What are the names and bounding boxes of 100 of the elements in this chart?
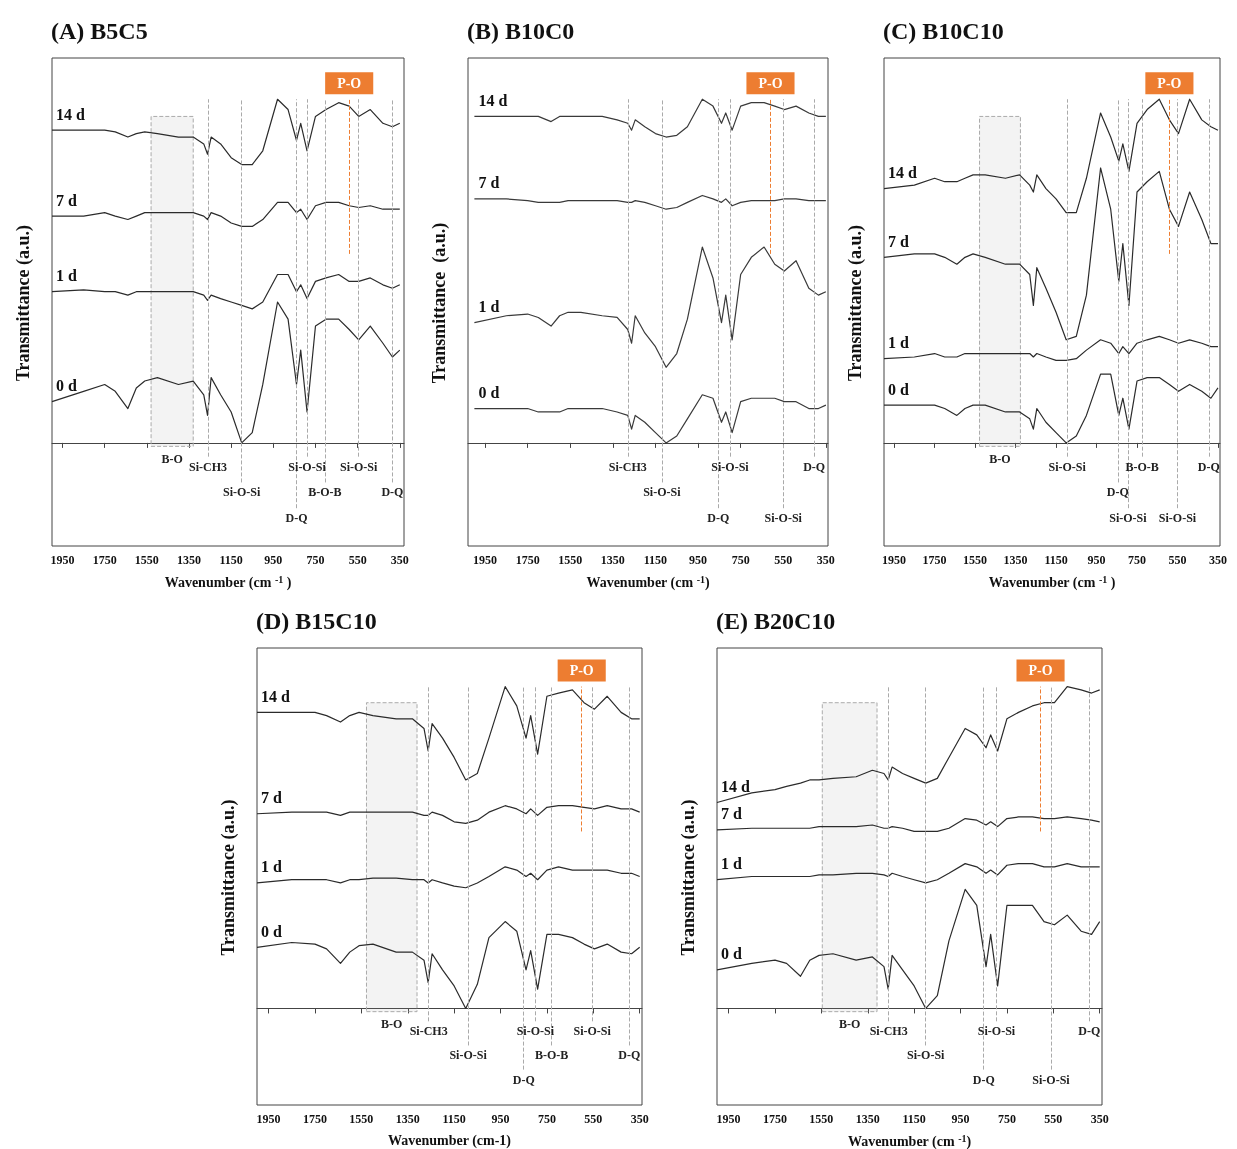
ref-line-label: D-Q <box>707 511 730 526</box>
x-tick-label: 1550 <box>963 553 988 567</box>
x-axis-title: Wavenumber (cm-1) <box>388 1132 512 1149</box>
x-tick-label: 1950 <box>473 553 498 567</box>
ref-line-label: P-O <box>758 75 783 91</box>
series-label: 14 d <box>478 91 508 109</box>
x-tick-label: 1950 <box>716 1112 741 1126</box>
series-label: 0 d <box>721 945 742 963</box>
y-axis-title: Transmittance (a.u.) <box>13 224 34 382</box>
series-label: 0 d <box>478 384 500 402</box>
ref-line-label: D-Q <box>803 459 826 474</box>
x-tick-label: 1550 <box>809 1112 834 1126</box>
x-tick-label: 350 <box>1090 1112 1109 1126</box>
series-label: 7 d <box>478 174 500 192</box>
ref-line-label: Si-CH3 <box>188 459 227 474</box>
x-tick-label: 1550 <box>134 553 159 567</box>
series-label: 14 d <box>721 777 750 795</box>
ref-line-label: B-O-B <box>308 485 342 500</box>
x-tick-label: 1950 <box>882 553 907 567</box>
ref-line-label: Si-O-Si <box>223 485 262 500</box>
x-tick-label: 750 <box>731 553 750 567</box>
x-tick-label: 1150 <box>1044 553 1068 567</box>
ref-line-label: P-O <box>569 663 594 679</box>
ref-line-label: Si-O-Si <box>1158 511 1197 526</box>
series-label: 14 d <box>888 164 917 182</box>
x-tick-label: 1750 <box>92 553 117 567</box>
x-tick-label: 1150 <box>219 553 243 567</box>
x-tick-label: 750 <box>537 1112 556 1126</box>
ref-line-label: Si-O-Si <box>340 459 379 474</box>
ref-line-label: Si-CH3 <box>409 1024 448 1039</box>
series-label: 0 d <box>888 380 909 398</box>
x-axis-title: Wavenumber (cm -1 ) <box>988 573 1116 591</box>
ref-line-label: B-O-B <box>534 1048 569 1063</box>
ref-line-label: P-O <box>1157 75 1182 91</box>
x-tick-label: 1350 <box>395 1112 420 1126</box>
ref-line-label: Si-O-Si <box>764 511 803 526</box>
y-axis-title: Transmittance (a.u.) <box>218 799 239 956</box>
x-tick-label: 550 <box>1168 553 1187 567</box>
ref-line-label: D-Q <box>512 1072 535 1087</box>
x-tick-label: 550 <box>348 553 367 567</box>
ref-line-label: Si-O-Si <box>1048 459 1087 474</box>
ref-line-label: D-Q <box>1106 485 1129 500</box>
ref-line-label: Si-O-Si <box>643 485 682 500</box>
chart-title: (D) B15C10 <box>256 608 377 634</box>
series-label: 1 d <box>888 334 909 352</box>
series-label: 14 d <box>261 687 290 705</box>
ref-line-label: Si-O-Si <box>288 459 327 474</box>
ref-line-label: P-O <box>337 75 362 91</box>
x-tick-label: 350 <box>816 553 835 567</box>
ref-line-label: Si-O-Si <box>711 459 750 474</box>
x-tick-label: 750 <box>997 1112 1016 1126</box>
series-label: 0 d <box>56 377 77 395</box>
x-tick-label: 750 <box>1128 553 1147 567</box>
x-tick-label: 1950 <box>50 553 75 567</box>
x-tick-label: 950 <box>264 553 283 567</box>
ref-line-label: Si-O-Si <box>1032 1072 1071 1087</box>
x-tick-label: 1350 <box>855 1112 880 1126</box>
y-axis-title: Transmittance (a.u.) <box>678 799 699 956</box>
x-tick-label: 550 <box>584 1112 603 1126</box>
x-tick-label: 1350 <box>1003 553 1028 567</box>
ref-line-label: Si-CH3 <box>608 459 647 474</box>
ref-line-label: P-O <box>1028 663 1053 679</box>
ref-line-label: D-Q <box>285 511 308 526</box>
ref-line-label: Si-O-Si <box>977 1024 1016 1039</box>
series-label: 7 d <box>261 789 282 807</box>
series-label: 7 d <box>721 805 742 823</box>
series-label: 1 d <box>261 858 282 876</box>
series-label: 7 d <box>888 232 909 250</box>
series-label: 0 d <box>261 922 282 940</box>
ref-line-label: Si-O-Si <box>1109 511 1148 526</box>
chart-title: (B) B10C0 <box>467 18 575 44</box>
x-axis-title: Wavenumber (cm -1 ) <box>164 573 292 591</box>
band-label: B-O <box>161 451 183 466</box>
band-label: B-O <box>989 451 1011 466</box>
x-tick-label: 550 <box>774 553 793 567</box>
x-tick-label: 1150 <box>442 1112 466 1126</box>
ref-line-label: Si-O-Si <box>573 1024 612 1039</box>
x-tick-label: 950 <box>491 1112 510 1126</box>
chart-title: (E) B20C10 <box>716 608 836 634</box>
series-label: 1 d <box>56 267 77 285</box>
chart-title: (C) B10C10 <box>883 18 1004 44</box>
x-tick-label: 1750 <box>922 553 947 567</box>
series-label: 14 d <box>56 105 85 123</box>
ref-line-label: Si-O-Si <box>449 1048 488 1063</box>
band-label: B-O <box>838 1017 861 1032</box>
x-tick-label: 1550 <box>558 553 583 567</box>
x-tick-label: 1350 <box>177 553 202 567</box>
x-tick-label: 1750 <box>515 553 540 567</box>
x-tick-label: 950 <box>1087 553 1106 567</box>
chart-title: (A) B5C5 <box>51 18 148 44</box>
ref-line-label: B-O-B <box>1125 459 1159 474</box>
y-axis-title: Transmittance (a.u.) <box>429 222 450 384</box>
series-label: 7 d <box>56 191 77 209</box>
ref-line-label: Si-CH3 <box>869 1024 908 1039</box>
x-tick-label: 1750 <box>762 1112 787 1126</box>
series-label: 1 d <box>478 298 500 316</box>
x-tick-label: 1950 <box>256 1112 281 1126</box>
ref-line-label: D-Q <box>1078 1024 1101 1039</box>
x-tick-label: 350 <box>390 553 409 567</box>
ref-line-label: Si-O-Si <box>907 1048 946 1063</box>
